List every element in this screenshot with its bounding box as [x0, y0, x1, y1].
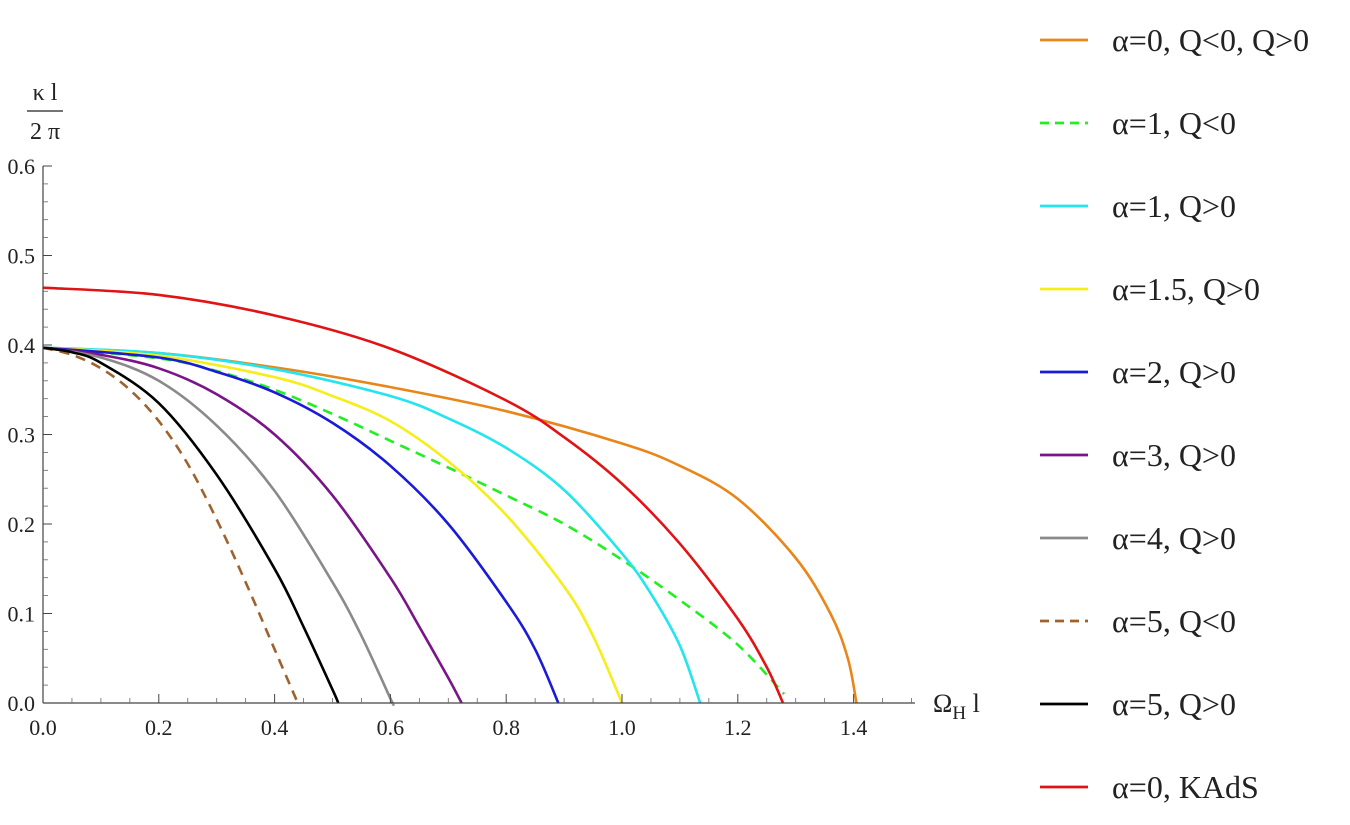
x-tick-label: 0.0 [29, 715, 57, 740]
axes: 0.0 0.2 0.4 0.6 0.8 1.0 1.2 1.4 0.0 0.1 0.2 0.3 0.4… [8, 154, 915, 740]
x-ticks: 0.0 0.2 0.4 0.6 0.8 1.0 1.2 1.4 [29, 694, 912, 740]
y-tick-label: 0.6 [8, 154, 36, 179]
x-tick-label: 0.4 [261, 715, 289, 740]
legend-label: α=1.5, Q>0 [1112, 271, 1260, 307]
legend-label: α=1, Q>0 [1112, 188, 1236, 224]
y-ticks: 0.0 0.1 0.2 0.3 0.4 0.5 0.6 [8, 154, 52, 716]
y-tick-label: 0.5 [8, 244, 36, 269]
series-line-alpha-4-qgt0 [42, 346, 395, 706]
y-axis-title: κ l 2 π [27, 80, 63, 145]
x-axis-title-suffix: l [966, 689, 980, 718]
series-line-alpha-3-qgt0 [42, 346, 463, 704]
x-tick-label: 0.2 [145, 715, 173, 740]
y-tick-label: 0.2 [8, 512, 36, 537]
series-line-alpha-5-qlt0 [42, 346, 299, 704]
legend-label: α=0, Q<0, Q>0 [1112, 22, 1309, 58]
x-tick-label: 0.8 [492, 715, 520, 740]
x-axis-title: ΩH l [933, 689, 980, 724]
legend-label: α=3, Q>0 [1112, 437, 1236, 473]
y-tick-label: 0.3 [8, 423, 36, 448]
series-line-alpha-1-5-qgt0 [42, 346, 624, 704]
y-axis-title-numerator: κ l [33, 80, 58, 106]
y-tick-label: 0.0 [8, 691, 36, 716]
y-tick-label: 0.1 [8, 602, 36, 627]
y-tick-label: 0.4 [8, 333, 36, 358]
legend-label: α=0, KAdS [1112, 769, 1259, 805]
legend-label: α=2, Q>0 [1112, 354, 1236, 390]
x-tick-label: 1.4 [840, 715, 868, 740]
series-line-alpha-1-qgt0 [42, 346, 702, 704]
svg-text:ΩH l: ΩH l [933, 689, 980, 724]
x-tick-label: 0.6 [377, 715, 405, 740]
x-tick-label: 1.2 [724, 715, 752, 740]
legend-label: α=4, Q>0 [1112, 520, 1236, 556]
legend: α=0, Q<0, Q>0 α=1, Q<0 α=1, Q>0 α=1.5, Q>0 α… [1040, 22, 1309, 805]
series-line-alpha-2-qgt0 [42, 346, 560, 704]
x-axis-title-main: Ω [933, 689, 952, 718]
x-tick-label: 1.0 [608, 715, 636, 740]
series-line-alpha-0-kads [42, 286, 785, 704]
y-axis-title-denominator: 2 π [30, 119, 60, 145]
series-line-alpha-5-qgt0 [42, 346, 340, 704]
legend-label: α=5, Q>0 [1112, 686, 1236, 722]
legend-label: α=1, Q<0 [1112, 105, 1236, 141]
legend-label: α=5, Q<0 [1112, 603, 1236, 639]
x-axis-title-subscript: H [952, 703, 966, 724]
plot-area [42, 286, 858, 706]
